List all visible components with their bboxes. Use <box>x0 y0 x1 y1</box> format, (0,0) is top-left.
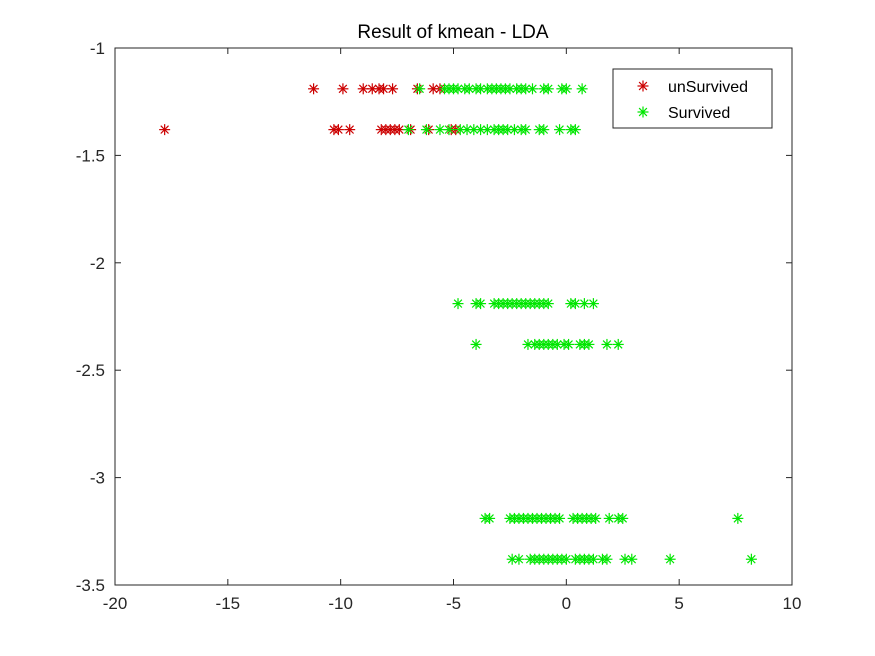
point-unsurvived <box>159 124 171 136</box>
point-survived <box>563 338 575 350</box>
point-survived <box>402 124 414 136</box>
chart-title: Result of kmean - LDA <box>357 22 548 43</box>
point-survived <box>601 553 613 565</box>
point-survived <box>452 83 464 95</box>
y-tick-label: -2.5 <box>76 361 105 380</box>
y-tick-label: -2 <box>90 254 105 273</box>
point-survived <box>522 338 534 350</box>
point-survived <box>626 553 638 565</box>
point-unsurvived <box>387 83 399 95</box>
point-survived <box>745 553 757 565</box>
point-survived <box>554 512 566 524</box>
legend-label-survived: Survived <box>668 105 730 122</box>
legend-label-unsurvived: unSurvived <box>668 79 748 96</box>
x-tick-label: -20 <box>103 594 128 613</box>
point-survived <box>583 338 595 350</box>
point-survived <box>542 298 554 310</box>
point-survived <box>560 83 572 95</box>
point-survived <box>513 553 525 565</box>
point-survived <box>414 83 426 95</box>
point-unsurvived <box>337 83 349 95</box>
point-survived <box>587 298 599 310</box>
point-survived <box>601 338 613 350</box>
x-tick-label: 0 <box>562 594 571 613</box>
legend-marker-unsurvived <box>637 80 649 92</box>
x-tick-label: -10 <box>328 594 353 613</box>
point-survived <box>420 124 432 136</box>
point-survived <box>587 553 599 565</box>
point-survived <box>502 124 514 136</box>
x-axis: -20 -15 -10 -5 0 5 10 <box>103 48 802 613</box>
point-survived <box>504 83 516 95</box>
point-survived <box>569 298 581 310</box>
data-markers <box>159 83 757 565</box>
point-survived <box>470 338 482 350</box>
point-unsurvived <box>308 83 320 95</box>
y-tick-label: -3.5 <box>76 576 105 595</box>
point-survived <box>542 83 554 95</box>
y-axis: -1 -1.5 -2 -2.5 -3 -3.5 <box>76 39 792 595</box>
point-survived <box>612 338 624 350</box>
point-survived <box>452 298 464 310</box>
y-tick-label: -1 <box>90 39 105 58</box>
point-survived <box>664 553 676 565</box>
point-unsurvived <box>357 83 369 95</box>
point-unsurvived <box>344 124 356 136</box>
point-survived <box>484 512 496 524</box>
plot-area <box>114 47 793 586</box>
y-tick-label: -1.5 <box>76 146 105 165</box>
point-survived <box>554 124 566 136</box>
legend: unSurvived Survived <box>612 68 773 129</box>
x-tick-label: -15 <box>216 594 241 613</box>
point-unsurvived <box>332 124 344 136</box>
point-survived <box>538 124 550 136</box>
point-survived <box>576 83 588 95</box>
point-survived <box>475 298 487 310</box>
point-survived <box>590 512 602 524</box>
legend-box <box>612 68 773 129</box>
point-survived <box>569 124 581 136</box>
legend-asterisk-icon <box>637 80 649 92</box>
point-survived <box>520 124 532 136</box>
legend-marker-survived <box>637 106 649 118</box>
point-survived <box>732 512 744 524</box>
x-tick-label: 5 <box>674 594 683 613</box>
point-survived <box>526 83 538 95</box>
x-tick-label: -5 <box>446 594 461 613</box>
legend-asterisk-icon <box>637 106 649 118</box>
x-tick-label: 10 <box>783 594 802 613</box>
point-survived <box>617 512 629 524</box>
point-survived <box>443 124 455 136</box>
y-tick-label: -3 <box>90 469 105 488</box>
